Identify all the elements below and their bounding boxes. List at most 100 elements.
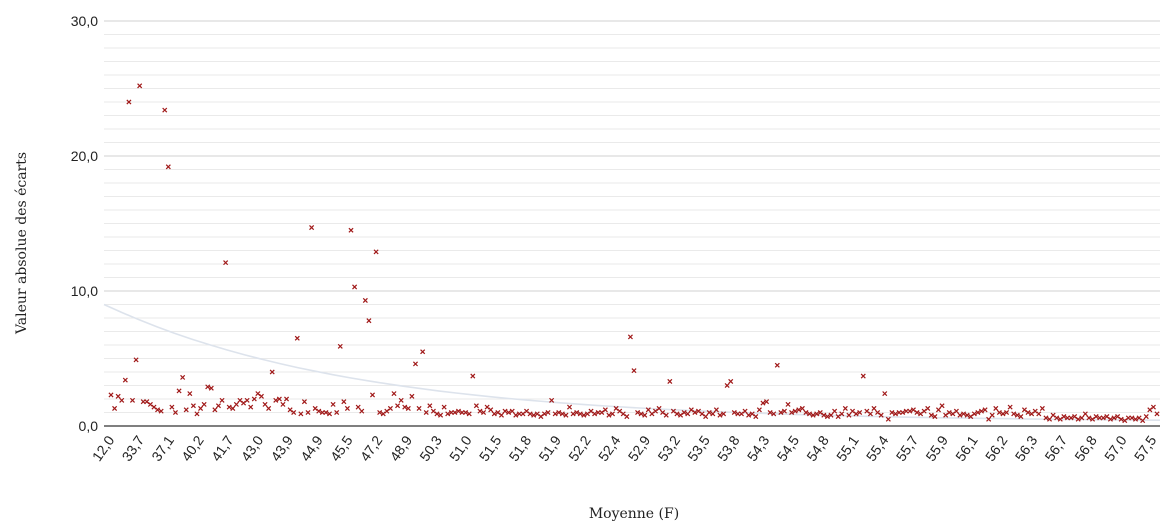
data-point [1068,415,1074,421]
data-point [215,403,221,409]
data-point [939,403,945,409]
data-point [685,411,691,417]
data-point [122,377,128,383]
data-point [549,397,555,403]
data-point [1136,415,1142,421]
data-point [484,404,490,410]
data-point [932,414,938,420]
data-point [241,400,247,406]
data-point [1147,407,1153,413]
data-point [1107,416,1113,422]
data-point [961,411,967,417]
data-point [1043,415,1049,421]
data-point [412,361,419,367]
data-point [312,405,318,411]
data-point [373,249,379,255]
data-point [1054,415,1060,421]
data-point [255,391,261,397]
data-point [520,411,526,417]
data-point [190,403,196,409]
data-point [420,349,426,355]
data-point [1032,408,1038,414]
data-point [208,385,214,391]
data-point [749,411,755,417]
data-point [323,409,329,416]
data-point [592,411,598,417]
data-point [781,408,787,414]
data-point [857,409,863,416]
x-tick-label: 51,5 [476,432,505,464]
data-point [688,407,694,413]
data-point [169,404,175,410]
data-point [692,409,698,416]
x-tick-label: 40,2 [178,432,207,464]
data-point [1089,416,1096,422]
y-axis-title: Valeur absolue des écarts [14,152,30,335]
data-point [566,404,573,410]
data-point [513,412,519,418]
data-point [678,412,684,418]
data-point [430,408,436,414]
data-point [502,408,508,414]
data-point [201,401,207,407]
data-point [849,408,856,414]
data-point [527,411,533,417]
data-point [624,414,630,420]
data-point [1000,411,1006,417]
x-tick-label: 55,1 [833,432,862,464]
data-point [334,409,340,416]
data-point [824,414,830,420]
data-point [817,409,823,416]
data-point [266,405,272,411]
data-point [165,164,171,170]
data-point [953,408,959,414]
data-point [391,391,397,397]
data-point [871,405,877,411]
data-point [635,409,641,416]
data-point [950,411,956,417]
data-point [1100,415,1106,421]
data-point [498,412,504,418]
data-point [724,382,730,389]
data-point [957,412,963,418]
data-point [226,404,232,410]
data-point [466,411,472,417]
data-point [570,411,576,417]
data-point [1150,404,1156,410]
data-point [832,408,838,414]
data-point [151,404,157,410]
data-point [975,409,981,416]
data-point [180,374,186,380]
x-tick-label: 55,9 [922,432,951,464]
x-tick-label: 57,0 [1101,432,1130,464]
data-point [652,408,659,414]
data-point [402,404,408,410]
x-tick-label: 50,3 [416,432,445,464]
data-point [187,391,193,397]
data-point [1093,414,1099,420]
data-point [778,409,784,416]
data-point [738,411,744,417]
data-point [398,397,404,403]
data-point [627,334,633,340]
data-point [337,343,343,349]
x-axis-title: Moyenne (F) [589,506,679,522]
data-point [853,411,859,417]
x-axis-ticks: 12,0 33,7 37,1 40,2 41,7 43,0 43,9 44,9 45,5 47,2… [89,432,1160,464]
data-point [1011,411,1017,417]
data-point [298,411,304,417]
data-point [212,407,218,413]
x-tick-label: 47,2 [357,432,386,464]
data-point [1018,414,1024,420]
x-tick-label: 55,4 [863,432,892,464]
data-point [1082,411,1088,417]
data-point [559,411,565,417]
data-point [144,399,150,405]
x-tick-label: 53,8 [714,432,743,464]
data-point [606,412,612,418]
data-point [713,407,719,413]
data-point [269,369,275,375]
data-point [556,409,562,416]
data-point [294,335,300,341]
data-point [112,405,118,411]
